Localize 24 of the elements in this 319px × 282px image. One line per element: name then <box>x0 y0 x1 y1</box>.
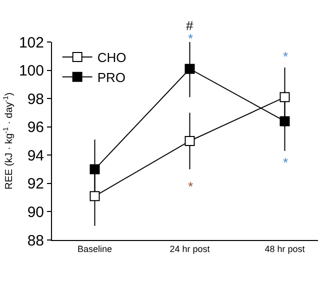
x-tick-label: 48 hr post <box>264 244 306 254</box>
y-tick-label: 90 <box>27 204 44 221</box>
annotation: * <box>283 155 288 170</box>
point <box>90 191 100 202</box>
y-tick-label: 102 <box>18 34 44 52</box>
x-tick-label: Baseline <box>77 244 112 254</box>
annotation: * <box>188 31 194 46</box>
y-tick-label: 100 <box>18 62 44 80</box>
text: # <box>186 18 194 33</box>
x-tick-label: 24 hr post <box>170 244 210 254</box>
point <box>280 116 290 126</box>
legend-label: PRO <box>97 70 126 85</box>
point <box>184 64 195 74</box>
y-tick-label: 96 <box>27 119 44 136</box>
point <box>184 136 195 146</box>
legend-label: CHO <box>97 50 126 66</box>
y-tick-label: 94 <box>27 147 44 164</box>
point <box>90 164 100 174</box>
y-tick-label: 98 <box>27 90 44 108</box>
y-tick-label: 92 <box>27 176 44 193</box>
y-tick-label: 88 <box>27 232 44 250</box>
point <box>280 92 290 102</box>
annotation: * <box>188 179 194 194</box>
annotation: * <box>283 49 288 64</box>
